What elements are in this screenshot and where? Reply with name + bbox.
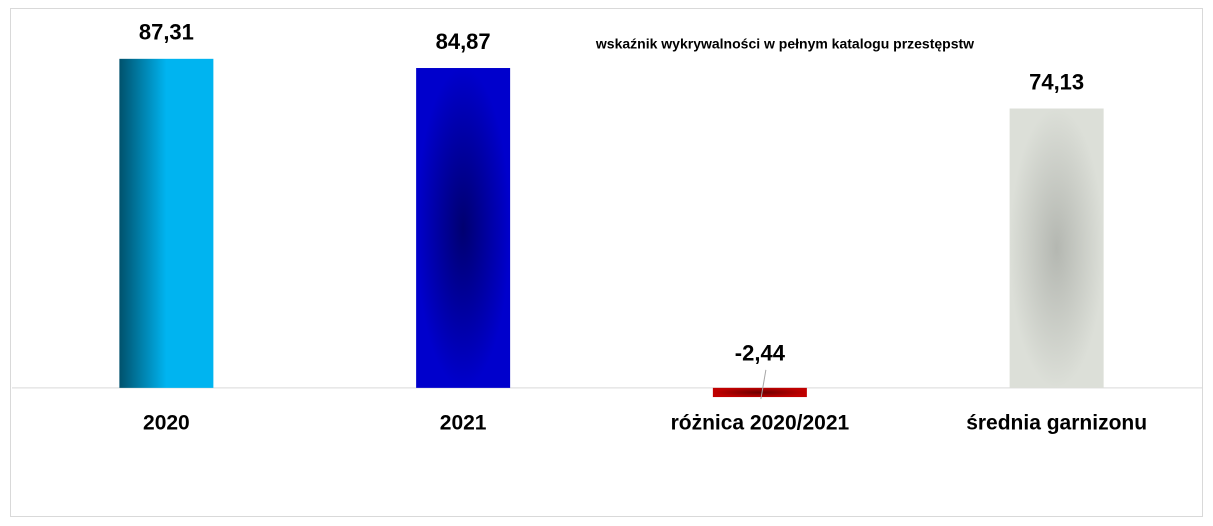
leader-line [760,369,767,400]
x-tick-label: 2020 [143,412,190,435]
data-label: 87,31 [139,20,194,45]
x-tick-label: różnica 2020/2021 [671,412,850,435]
bar [416,68,511,388]
x-tick-label: 2021 [440,412,487,435]
data-label: 84,87 [436,29,491,54]
data-label: -2,44 [735,341,786,366]
x-tick-label: średnia garnizonu [966,412,1147,435]
chart-title: wskaźnik wykrywalności w pełnym katalogu… [595,36,974,52]
bar [1009,108,1104,388]
bar [119,58,214,388]
bar [712,387,807,398]
data-label: 74,13 [1029,69,1084,94]
